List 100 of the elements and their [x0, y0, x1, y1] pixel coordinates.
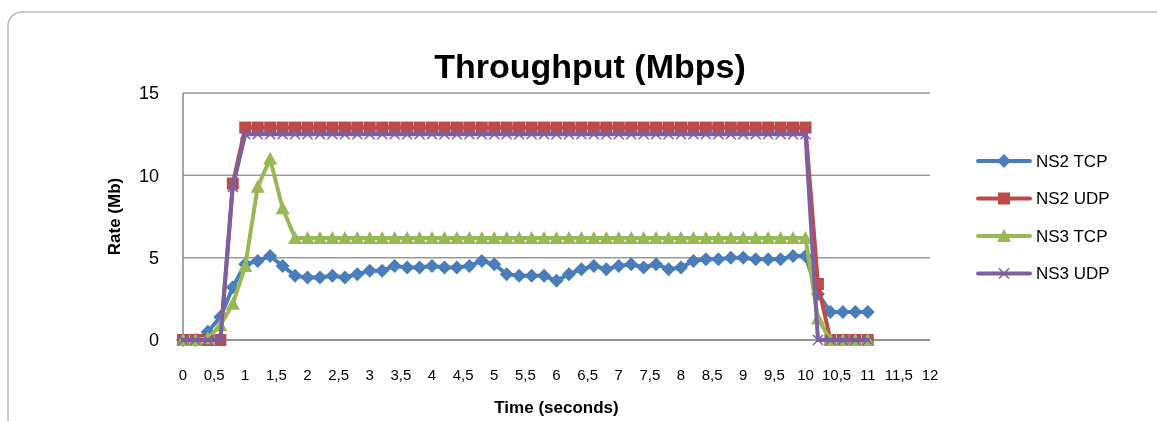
point [586, 258, 601, 273]
x-tick-label: 6,5 [577, 366, 599, 383]
point [387, 230, 402, 244]
point [300, 270, 315, 285]
point [325, 230, 340, 244]
point [748, 230, 763, 244]
point [561, 267, 576, 282]
y-tick-label: 0 [148, 330, 159, 351]
point [636, 260, 651, 275]
legend-label: NS2 TCP [1036, 151, 1108, 171]
point [723, 230, 738, 244]
point [736, 250, 751, 265]
point [437, 260, 452, 275]
point [611, 230, 626, 244]
point [325, 268, 340, 283]
point [437, 230, 452, 244]
point [761, 230, 776, 244]
point [599, 262, 614, 277]
x-tick-label: 10 [797, 366, 814, 383]
point [748, 252, 763, 267]
point [549, 230, 564, 244]
point [275, 201, 290, 215]
x-tick-label: 8 [676, 366, 686, 383]
point [462, 230, 477, 244]
point [412, 260, 427, 275]
point [250, 179, 265, 193]
point [288, 268, 303, 283]
point [649, 257, 664, 272]
point [624, 230, 639, 244]
x-tick-label: 10,5 [822, 366, 852, 383]
point [263, 151, 278, 165]
point [761, 252, 776, 267]
point [512, 230, 527, 244]
point [686, 253, 701, 268]
point [288, 230, 303, 244]
point [512, 268, 527, 283]
point [599, 230, 614, 244]
y-tick-label: 15 [138, 83, 159, 104]
x-tick-label: 1,5 [265, 366, 287, 383]
point [773, 252, 788, 267]
point [561, 230, 576, 244]
point [225, 296, 240, 310]
x-tick-label: 11,5 [884, 366, 913, 383]
point [786, 230, 801, 244]
x-axis-title: Time (seconds) [494, 398, 619, 417]
x-tick-label: 9 [739, 366, 748, 383]
point [263, 249, 278, 264]
y-axis-title: Rate (Mb) [105, 177, 124, 256]
x-tick-label: 5,5 [514, 366, 536, 383]
point [649, 230, 664, 244]
point [400, 260, 415, 275]
point [624, 257, 639, 272]
point [798, 230, 813, 244]
point [574, 262, 589, 277]
point [499, 267, 514, 282]
point [723, 250, 738, 265]
point [611, 258, 626, 273]
point [848, 305, 863, 320]
point [698, 230, 713, 244]
point [736, 230, 751, 244]
x-tick-label: 9,5 [763, 366, 785, 383]
point [586, 230, 601, 244]
chart-title: Throughput (Mbps) [434, 47, 746, 85]
y-tick-label: 10 [138, 165, 159, 186]
point [337, 270, 352, 285]
x-tick-label: 5 [490, 366, 499, 383]
legend-label: NS2 UDP [1036, 189, 1110, 209]
point [400, 230, 415, 244]
point [499, 230, 514, 244]
point [412, 230, 427, 244]
point [387, 258, 402, 273]
point [549, 273, 564, 288]
point [425, 230, 439, 244]
x-tick-label: 4,5 [452, 366, 474, 383]
legend-label: NS3 UDP [1036, 264, 1110, 284]
x-tick-label: 1 [241, 366, 250, 383]
point [227, 181, 239, 193]
point [375, 263, 390, 278]
point [537, 230, 552, 244]
point [487, 230, 502, 244]
point [449, 260, 464, 275]
x-tick-label: 2,5 [328, 366, 350, 383]
x-tick-label: 4 [427, 366, 437, 383]
point [250, 253, 265, 268]
x-tick-label: 0 [178, 366, 188, 383]
x-tick-label: 3 [365, 366, 374, 383]
legend-label: NS3 TCP [1036, 226, 1108, 246]
point [462, 258, 477, 273]
point [362, 263, 377, 278]
point [449, 230, 464, 244]
point [375, 230, 390, 244]
point [524, 230, 539, 244]
point [300, 230, 315, 244]
point [773, 230, 788, 244]
x-tick-label: 12 [921, 366, 939, 383]
point [698, 252, 713, 267]
point [574, 230, 589, 244]
point [674, 230, 688, 244]
x-tick-label: 2 [303, 366, 312, 383]
point [362, 230, 377, 244]
